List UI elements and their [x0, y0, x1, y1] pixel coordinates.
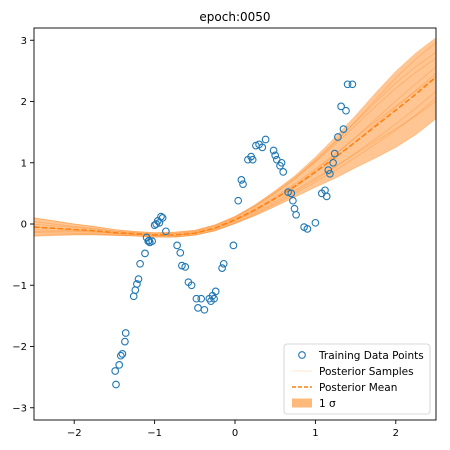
training-data-point — [271, 151, 280, 160]
training-data-point — [337, 102, 345, 111]
training-data-point — [239, 180, 247, 189]
training-data-point — [234, 196, 243, 205]
training-data-point — [219, 259, 228, 268]
training-data-point — [289, 196, 297, 205]
posterior-sample-line — [34, 118, 436, 238]
legend-marker-points — [298, 351, 306, 359]
training-data-point — [330, 149, 339, 158]
training-data-point — [115, 361, 124, 369]
training-data-point — [287, 189, 296, 198]
y-tick-label: −2 — [12, 342, 27, 353]
training-data-point — [162, 227, 170, 236]
legend-label: 1 σ — [319, 398, 336, 410]
training-data-point — [187, 281, 196, 290]
sigma-band-layer — [34, 37, 436, 238]
posterior-sample-line — [34, 76, 436, 235]
legend-label: Posterior Mean — [319, 382, 397, 394]
training-data-point — [116, 351, 125, 360]
training-data-point — [197, 294, 206, 303]
y-tick-label: 0 — [21, 220, 27, 231]
training-data-point — [194, 304, 202, 312]
training-data-point — [342, 106, 350, 115]
x-tick-label: 2 — [393, 428, 399, 439]
training-data-point — [269, 146, 278, 155]
training-data-point — [248, 155, 257, 164]
training-data-point — [277, 158, 286, 167]
training-data-point — [229, 241, 238, 250]
y-tick-label: 3 — [21, 36, 27, 47]
sigma-band — [34, 37, 436, 238]
training-data-point — [311, 218, 320, 227]
training-data-point — [157, 212, 165, 221]
training-data-point — [200, 305, 209, 314]
training-data-point — [343, 80, 352, 89]
training-data-point — [118, 350, 127, 358]
training-data-point — [134, 275, 143, 283]
training-data-point — [329, 158, 337, 167]
training-data-point — [178, 261, 186, 270]
y-tick-label: −3 — [12, 403, 27, 414]
training-data-point — [131, 286, 140, 294]
training-data-point — [112, 380, 120, 389]
legend-label: Posterior Samples — [319, 366, 414, 378]
training-data-point — [210, 294, 218, 303]
training-data-point — [272, 155, 281, 164]
legend: Training Data Points Posterior Samples Pos… — [283, 343, 431, 415]
posterior-mean-layer — [34, 76, 436, 236]
x-tick-label: 1 — [312, 428, 318, 439]
posterior-sample-line — [34, 52, 436, 233]
posterior-mean-line — [34, 76, 436, 236]
training-data-point — [141, 249, 149, 258]
chart-title: epoch:0050 — [199, 10, 270, 24]
training-data-point — [261, 135, 270, 144]
training-data-point — [211, 287, 220, 296]
training-data-point — [148, 237, 157, 246]
posterior-sample-line — [34, 73, 436, 237]
legend-marker-band — [292, 398, 312, 408]
x-tick-label: −1 — [147, 428, 162, 439]
posterior-sample-line — [34, 57, 436, 234]
legend-box — [283, 343, 431, 415]
posterior-sample-line — [34, 97, 436, 238]
training-data-point — [334, 133, 342, 141]
training-data-point — [292, 210, 300, 219]
x-tick-label: −2 — [67, 428, 82, 439]
training-data-point — [176, 248, 185, 257]
training-data-point — [192, 294, 201, 303]
training-data-point — [121, 329, 130, 337]
training-data-point — [121, 337, 129, 346]
training-data-point — [324, 166, 333, 174]
training-data-point — [129, 292, 138, 301]
posterior-sample-line — [34, 42, 436, 235]
training-data-point — [326, 169, 334, 178]
training-data-point — [348, 80, 357, 89]
training-data-point — [258, 143, 267, 152]
training-data-point — [290, 204, 299, 213]
training-data-point — [111, 367, 120, 375]
training-data-point — [181, 263, 190, 271]
posterior-sample-line — [34, 66, 436, 236]
training-data-point — [144, 237, 153, 246]
training-data-point — [158, 214, 167, 222]
training-data-point — [136, 259, 144, 268]
training-data-point — [322, 192, 331, 201]
training-data-point — [237, 176, 246, 184]
legend-label: Training Data Points — [318, 350, 424, 362]
x-tick-label: 0 — [232, 428, 238, 439]
training-data-point — [279, 168, 288, 176]
y-tick-label: −1 — [12, 281, 27, 292]
training-data-point — [173, 241, 181, 250]
y-tick-label: 1 — [21, 158, 27, 169]
training-data-point — [218, 264, 226, 272]
training-data-point — [133, 280, 141, 288]
axes: −2 −1 0 1 2 −3 −2 −1 0 1 2 3 — [12, 27, 437, 439]
training-data-point — [303, 225, 312, 233]
training-data-point — [339, 125, 348, 133]
training-points-layer — [111, 80, 357, 389]
posterior-sample-line — [34, 91, 436, 238]
y-tick-label: 2 — [21, 97, 27, 108]
